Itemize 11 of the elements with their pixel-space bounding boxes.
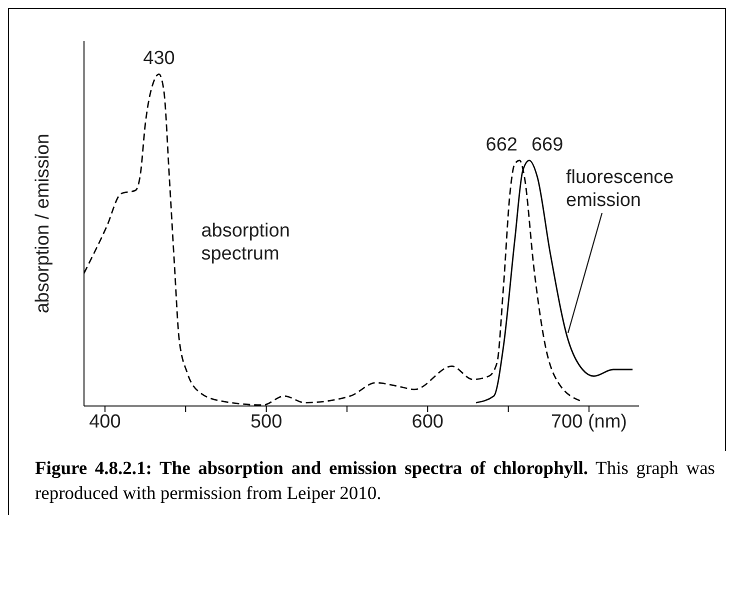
y-axis-title: absorption / emission — [32, 134, 54, 314]
annotation: 430 — [143, 48, 175, 70]
annotation: 662 — [486, 134, 518, 156]
text: Figure 4.8.2.1: The absorption and emission spectra of chlorophyll. This graph was reproduced with permission from Leiper 2010. — [35, 459, 716, 504]
x-tick-label: 500 — [250, 411, 282, 432]
annotation: fluorescence emission — [566, 167, 674, 211]
x-tick-label: 600 — [412, 411, 444, 432]
annotation: absorption spectrum — [201, 220, 290, 264]
annotation: 669 — [531, 134, 564, 156]
x-tick-label: 700 (nm) — [550, 411, 627, 432]
x-tick-label: 400 — [89, 411, 121, 432]
